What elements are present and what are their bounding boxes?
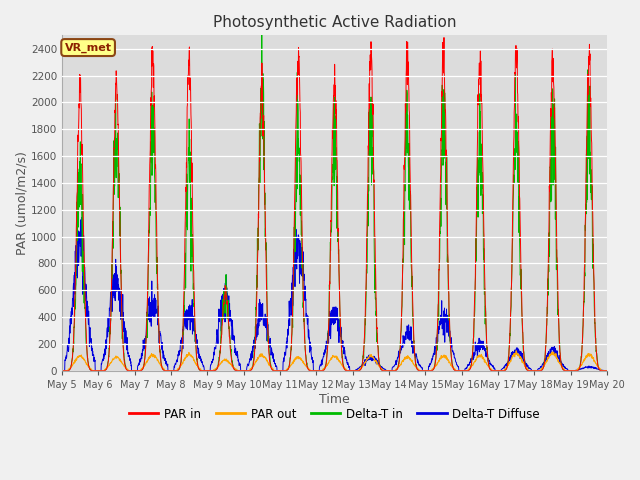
Line: Delta-T Diffuse: Delta-T Diffuse xyxy=(62,217,607,371)
Delta-T in xyxy=(258,29,266,35)
Delta-T Diffuse xyxy=(556,352,563,358)
PAR out xyxy=(604,368,611,373)
Delta-T Diffuse xyxy=(493,368,501,373)
PAR out xyxy=(493,368,500,373)
Delta-T in xyxy=(362,289,370,295)
Delta-T in xyxy=(210,368,218,373)
PAR in xyxy=(210,368,218,373)
Line: PAR in: PAR in xyxy=(62,37,607,371)
Delta-T Diffuse xyxy=(570,368,578,373)
Delta-T Diffuse xyxy=(77,215,85,220)
Line: Delta-T in: Delta-T in xyxy=(62,32,607,371)
Delta-T Diffuse xyxy=(362,359,370,364)
PAR in xyxy=(493,368,501,373)
Delta-T Diffuse xyxy=(58,368,66,373)
Title: Photosynthetic Active Radiation: Photosynthetic Active Radiation xyxy=(212,15,456,30)
PAR in xyxy=(440,35,448,40)
Delta-T in xyxy=(493,368,501,373)
Text: VR_met: VR_met xyxy=(65,42,111,53)
PAR in xyxy=(362,286,370,291)
PAR in xyxy=(58,368,66,373)
Delta-T in xyxy=(570,368,578,373)
Delta-T Diffuse xyxy=(211,352,218,358)
Delta-T in xyxy=(351,368,358,373)
PAR in xyxy=(556,334,563,340)
PAR out xyxy=(362,358,370,364)
PAR out xyxy=(350,368,358,373)
PAR in xyxy=(570,368,578,373)
Delta-T in xyxy=(556,334,563,340)
PAR out xyxy=(210,367,218,372)
Delta-T in xyxy=(604,368,611,373)
PAR out xyxy=(58,368,66,373)
PAR in xyxy=(350,368,358,373)
X-axis label: Time: Time xyxy=(319,393,350,406)
PAR in xyxy=(604,368,611,373)
Delta-T Diffuse xyxy=(604,368,611,373)
PAR out xyxy=(556,360,563,365)
Delta-T Diffuse xyxy=(351,368,358,373)
PAR out xyxy=(513,348,520,354)
Delta-T in xyxy=(58,368,66,373)
Legend: PAR in, PAR out, Delta-T in, Delta-T Diffuse: PAR in, PAR out, Delta-T in, Delta-T Dif… xyxy=(124,403,545,425)
Line: PAR out: PAR out xyxy=(62,351,607,371)
PAR out xyxy=(570,368,578,373)
Y-axis label: PAR (umol/m2/s): PAR (umol/m2/s) xyxy=(15,151,28,255)
